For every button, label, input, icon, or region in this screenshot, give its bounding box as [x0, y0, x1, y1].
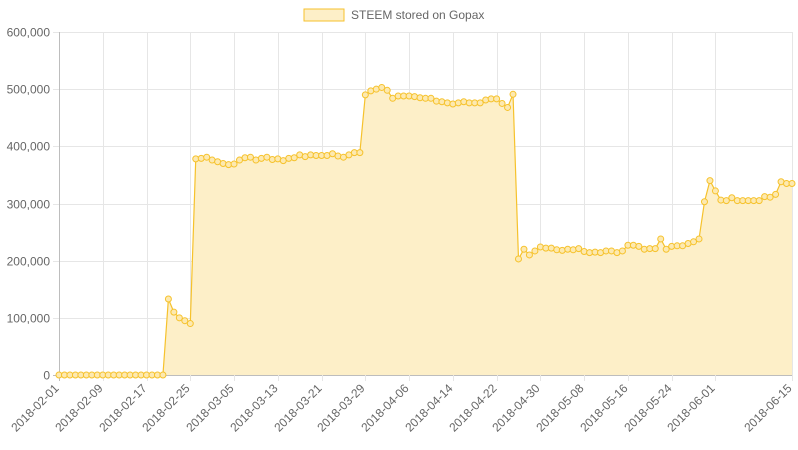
data-point[interactable] [230, 160, 238, 168]
data-point[interactable] [531, 247, 539, 255]
legend-swatch [303, 8, 345, 22]
data-point[interactable] [460, 98, 468, 106]
data-point[interactable] [504, 103, 512, 111]
data-point[interactable] [706, 177, 714, 185]
data-point[interactable] [700, 198, 708, 206]
data-point[interactable] [334, 152, 342, 160]
data-point[interactable] [197, 154, 205, 162]
data-point[interactable] [181, 317, 189, 325]
area-fill-layer [59, 87, 792, 375]
legend-label: STEEM stored on Gopax [351, 8, 484, 22]
data-point[interactable] [290, 154, 298, 162]
data-point[interactable] [493, 95, 501, 103]
data-point[interactable] [411, 93, 419, 101]
data-point[interactable] [164, 295, 172, 303]
y-tick-label: 600,000 [7, 26, 51, 40]
data-point[interactable] [695, 235, 703, 243]
data-point[interactable] [722, 197, 730, 205]
y-axis-tick-labels: 0 100,000 200,000 300,000 400,000 500,000 600,… [7, 26, 51, 383]
data-point[interactable] [575, 245, 583, 253]
data-point[interactable] [558, 246, 566, 254]
data-point[interactable] [159, 371, 167, 379]
data-point[interactable] [525, 251, 533, 259]
data-point[interactable] [186, 320, 194, 328]
data-point[interactable] [788, 179, 796, 187]
data-point[interactable] [482, 96, 490, 104]
data-point[interactable] [635, 242, 643, 250]
data-point[interactable] [766, 193, 774, 201]
data-point[interactable] [755, 197, 763, 205]
data-point[interactable] [378, 83, 386, 91]
data-point[interactable] [536, 243, 544, 251]
data-point[interactable] [476, 99, 484, 107]
data-point[interactable] [711, 187, 719, 195]
data-point[interactable] [175, 314, 183, 322]
data-point[interactable] [449, 100, 457, 108]
x-axis-tick-labels: 2018-02-012018-02-092018-02-172018-02-25… [8, 381, 795, 435]
data-point[interactable] [509, 90, 517, 98]
data-point[interactable] [690, 238, 698, 246]
y-tick-label: 400,000 [7, 140, 51, 154]
data-point[interactable] [454, 99, 462, 107]
data-points-layer [55, 83, 796, 379]
data-point[interactable] [728, 194, 736, 202]
data-point[interactable] [651, 245, 659, 253]
data-point[interactable] [246, 153, 254, 161]
data-point[interactable] [170, 308, 178, 316]
y-tick-label: 200,000 [7, 255, 51, 269]
data-point[interactable] [662, 245, 670, 253]
x-tick-label: 2018-06-15 [741, 381, 795, 435]
data-point[interactable] [427, 94, 435, 102]
data-point[interactable] [257, 154, 265, 162]
y-tick-label: 100,000 [7, 312, 51, 326]
y-tick-label: 0 [43, 369, 50, 383]
data-point[interactable] [569, 246, 577, 254]
data-point[interactable] [657, 235, 665, 243]
data-point[interactable] [520, 245, 528, 253]
data-point[interactable] [438, 98, 446, 106]
data-point[interactable] [203, 153, 211, 161]
data-point[interactable] [772, 190, 780, 198]
data-point[interactable] [629, 241, 637, 249]
y-tick-label: 300,000 [7, 198, 51, 212]
data-point[interactable] [498, 99, 506, 107]
chart-legend[interactable]: STEEM stored on Gopax [303, 8, 484, 22]
data-point[interactable] [580, 248, 588, 256]
data-point[interactable] [219, 159, 227, 167]
data-point[interactable] [618, 247, 626, 255]
data-point[interactable] [383, 86, 391, 94]
data-point[interactable] [443, 99, 451, 107]
y-tick-label: 500,000 [7, 83, 51, 97]
data-point[interactable] [356, 149, 364, 157]
data-point[interactable] [361, 91, 369, 99]
data-point[interactable] [514, 255, 522, 263]
series-area-fill [59, 87, 792, 375]
